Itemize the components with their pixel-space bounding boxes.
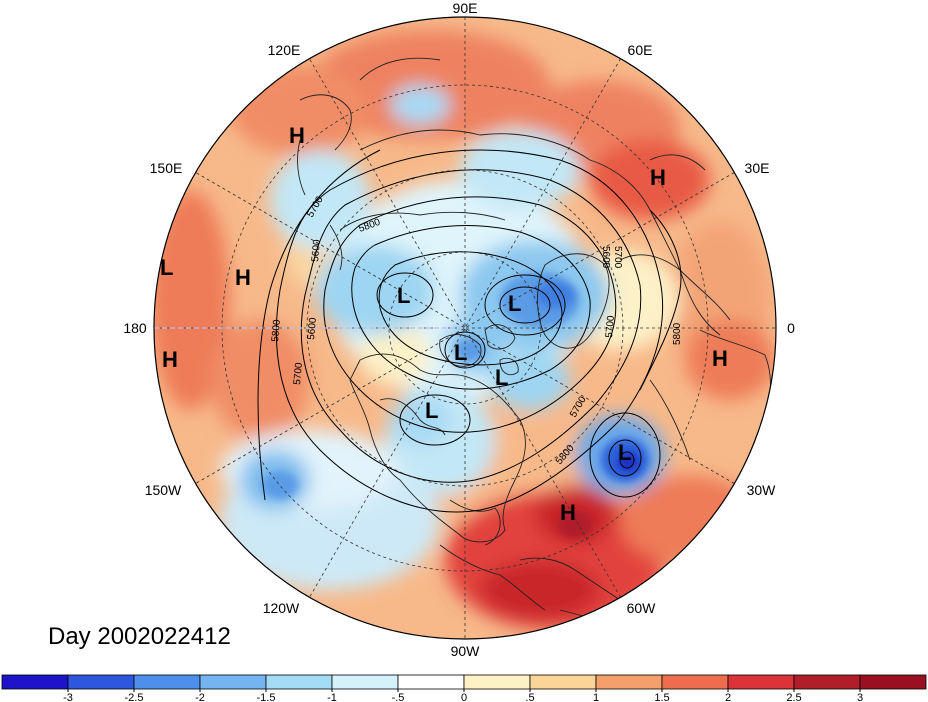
colorbar-tick-label: -1 xyxy=(327,692,337,702)
low-center-marker: L xyxy=(618,440,631,465)
colorbar-tick-label: -3 xyxy=(63,692,73,702)
colorbar-swatch xyxy=(397,674,465,690)
longitude-label: 180 xyxy=(123,320,147,336)
colorbar-tick-label: 2 xyxy=(725,692,731,702)
colorbar-swatch xyxy=(661,674,729,690)
colorbar-swatch xyxy=(265,674,333,690)
colorbar-swatch xyxy=(727,674,795,690)
colorbar-tick-label: -.5 xyxy=(392,692,405,702)
high-center-marker: H xyxy=(162,347,178,372)
high-center-marker: H xyxy=(560,500,576,525)
colorbar-swatch xyxy=(529,674,597,690)
contour-label: 5800 xyxy=(270,319,283,343)
colorbar-tick-label: -1.5 xyxy=(257,692,276,702)
longitude-label: 120W xyxy=(263,600,300,616)
map-border xyxy=(153,16,777,640)
contour-label: 5700 xyxy=(292,362,305,386)
colorbar-swatch xyxy=(859,674,927,690)
low-center-marker: L xyxy=(160,255,173,280)
contour-label: 5700 xyxy=(612,246,623,269)
high-center-marker: H xyxy=(289,123,305,148)
low-center-marker: L xyxy=(508,291,521,316)
low-center-marker: L xyxy=(454,340,467,365)
latlon-grid xyxy=(154,17,776,639)
colorbar-swatch xyxy=(463,674,531,690)
contour-label: 5600 xyxy=(600,246,611,269)
longitude-label: 90W xyxy=(451,643,481,659)
contour-label: 5700 xyxy=(604,315,617,339)
colorbar-swatch xyxy=(67,674,135,690)
date-label: Day 2002022412 xyxy=(48,623,231,650)
longitude-label: 0 xyxy=(787,320,795,336)
colorbar-tick-label: 1.5 xyxy=(654,692,669,702)
low-center-marker: L xyxy=(397,283,410,308)
longitude-label: 30E xyxy=(745,160,770,176)
longitude-label: 150E xyxy=(150,160,183,176)
colorbar-tick-label: -2 xyxy=(195,692,205,702)
longitude-label: 150W xyxy=(145,482,182,498)
contour-label: 5800 xyxy=(672,322,683,345)
contour-label: 5600 xyxy=(310,239,323,263)
contour-label: 5600 xyxy=(306,317,319,341)
colorbar-swatch xyxy=(133,674,201,690)
colorbar-swatch xyxy=(199,674,267,690)
colorbar-swatch xyxy=(595,674,663,690)
high-center-marker: H xyxy=(650,165,666,190)
colorbar-tick-label: 1 xyxy=(593,692,599,702)
low-center-marker: L xyxy=(425,398,438,423)
colorbar-tick-label: 2.5 xyxy=(786,692,801,702)
colorbar-tick-label: .5 xyxy=(525,692,534,702)
longitude-label: 90E xyxy=(453,0,478,16)
pressure-centers: H H L H H L L L L L H L H xyxy=(160,123,728,525)
longitude-label: 30W xyxy=(747,482,777,498)
colorbar-tick-label: 0 xyxy=(461,692,467,702)
anomaly-field xyxy=(154,17,776,639)
colorbar: -3 -2.5 -2 -1.5 -1 -.5 0 .5 1 1.5 2 2.5 3 xyxy=(1,674,927,702)
low-center-marker: L xyxy=(495,365,508,390)
colorbar-tick-label: -2.5 xyxy=(125,692,144,702)
colorbar-swatch xyxy=(1,674,69,690)
colorbar-swatch xyxy=(793,674,861,690)
high-center-marker: H xyxy=(712,346,728,371)
colorbar-swatch xyxy=(331,674,399,690)
high-center-marker: H xyxy=(235,265,251,290)
longitude-label: 120E xyxy=(268,42,301,58)
longitude-label: 60W xyxy=(627,600,657,616)
colorbar-tick-label: 3 xyxy=(857,692,863,702)
longitude-label: 60E xyxy=(628,42,653,58)
longitude-labels: 90E 60E 30E 0 30W 60W 90W 120W 150W 180 … xyxy=(123,0,795,659)
